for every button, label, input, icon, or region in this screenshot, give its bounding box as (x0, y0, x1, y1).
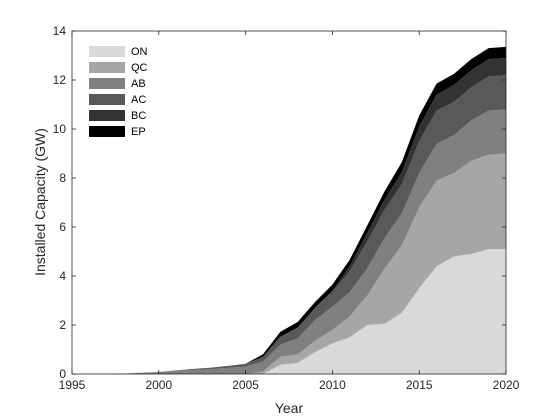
plot-frame (71, 30, 507, 375)
x-tick-label: 2020 (493, 378, 520, 392)
x-tick-label: 1995 (59, 378, 86, 392)
area-series-group (72, 46, 506, 375)
legend-label-on: ON (131, 46, 148, 58)
legend-swatch-ab (89, 78, 125, 89)
axis-ticks-group: 1995 2000 2005 2010 2015 2020 0 2 4 6 8 10 12 14 (53, 24, 520, 392)
y-tick-label: 0 (59, 367, 66, 381)
legend-label-ab: AB (131, 78, 146, 90)
legend-swatch-on (89, 46, 125, 57)
x-tick-label: 2015 (406, 378, 433, 392)
legend-label-ep: EP (131, 126, 146, 138)
x-tick-label: 2005 (232, 378, 259, 392)
legend-swatch-qc (89, 62, 125, 73)
y-tick-label: 8 (59, 171, 66, 185)
x-axis-title: Year (275, 400, 304, 416)
area-ac (72, 75, 506, 374)
area-ab (72, 109, 506, 375)
legend-swatch-ep (89, 126, 125, 137)
legend-label-bc: BC (131, 110, 146, 122)
legend-label-ac: AC (131, 94, 146, 106)
area-on (72, 249, 506, 374)
legend-swatch-ac (89, 94, 125, 105)
legend-label-qc: QC (131, 62, 148, 74)
x-tick-label: 2000 (145, 378, 172, 392)
y-tick-label: 6 (59, 220, 66, 234)
y-tick-label: 4 (59, 269, 66, 283)
y-tick-label: 10 (53, 122, 67, 136)
y-tick-label: 2 (59, 318, 66, 332)
y-axis-title: Installed Capacity (GW) (32, 128, 48, 276)
x-tick-label: 2010 (319, 378, 346, 392)
y-tick-label: 12 (53, 73, 67, 87)
area-bc (72, 57, 506, 374)
area-qc (72, 153, 506, 374)
legend: ON QC AB AC BC EP (84, 40, 163, 144)
legend-swatch-bc (89, 110, 125, 121)
y-tick-label: 14 (53, 24, 67, 38)
